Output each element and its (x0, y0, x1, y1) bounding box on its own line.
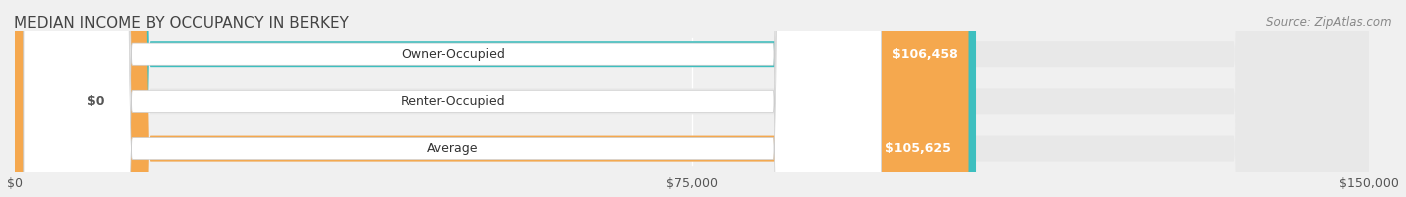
FancyBboxPatch shape (15, 0, 976, 197)
FancyBboxPatch shape (24, 0, 882, 197)
FancyBboxPatch shape (15, 0, 1369, 197)
FancyBboxPatch shape (24, 0, 882, 197)
FancyBboxPatch shape (15, 0, 1369, 197)
Text: MEDIAN INCOME BY OCCUPANCY IN BERKEY: MEDIAN INCOME BY OCCUPANCY IN BERKEY (14, 16, 349, 31)
Text: Source: ZipAtlas.com: Source: ZipAtlas.com (1267, 16, 1392, 29)
Text: Owner-Occupied: Owner-Occupied (401, 48, 505, 61)
Text: $0: $0 (87, 95, 104, 108)
Text: Average: Average (427, 142, 478, 155)
FancyBboxPatch shape (15, 0, 1369, 197)
FancyBboxPatch shape (15, 0, 969, 197)
Text: $105,625: $105,625 (884, 142, 950, 155)
FancyBboxPatch shape (15, 0, 69, 197)
Text: $106,458: $106,458 (893, 48, 957, 61)
Text: Renter-Occupied: Renter-Occupied (401, 95, 505, 108)
FancyBboxPatch shape (24, 0, 882, 197)
